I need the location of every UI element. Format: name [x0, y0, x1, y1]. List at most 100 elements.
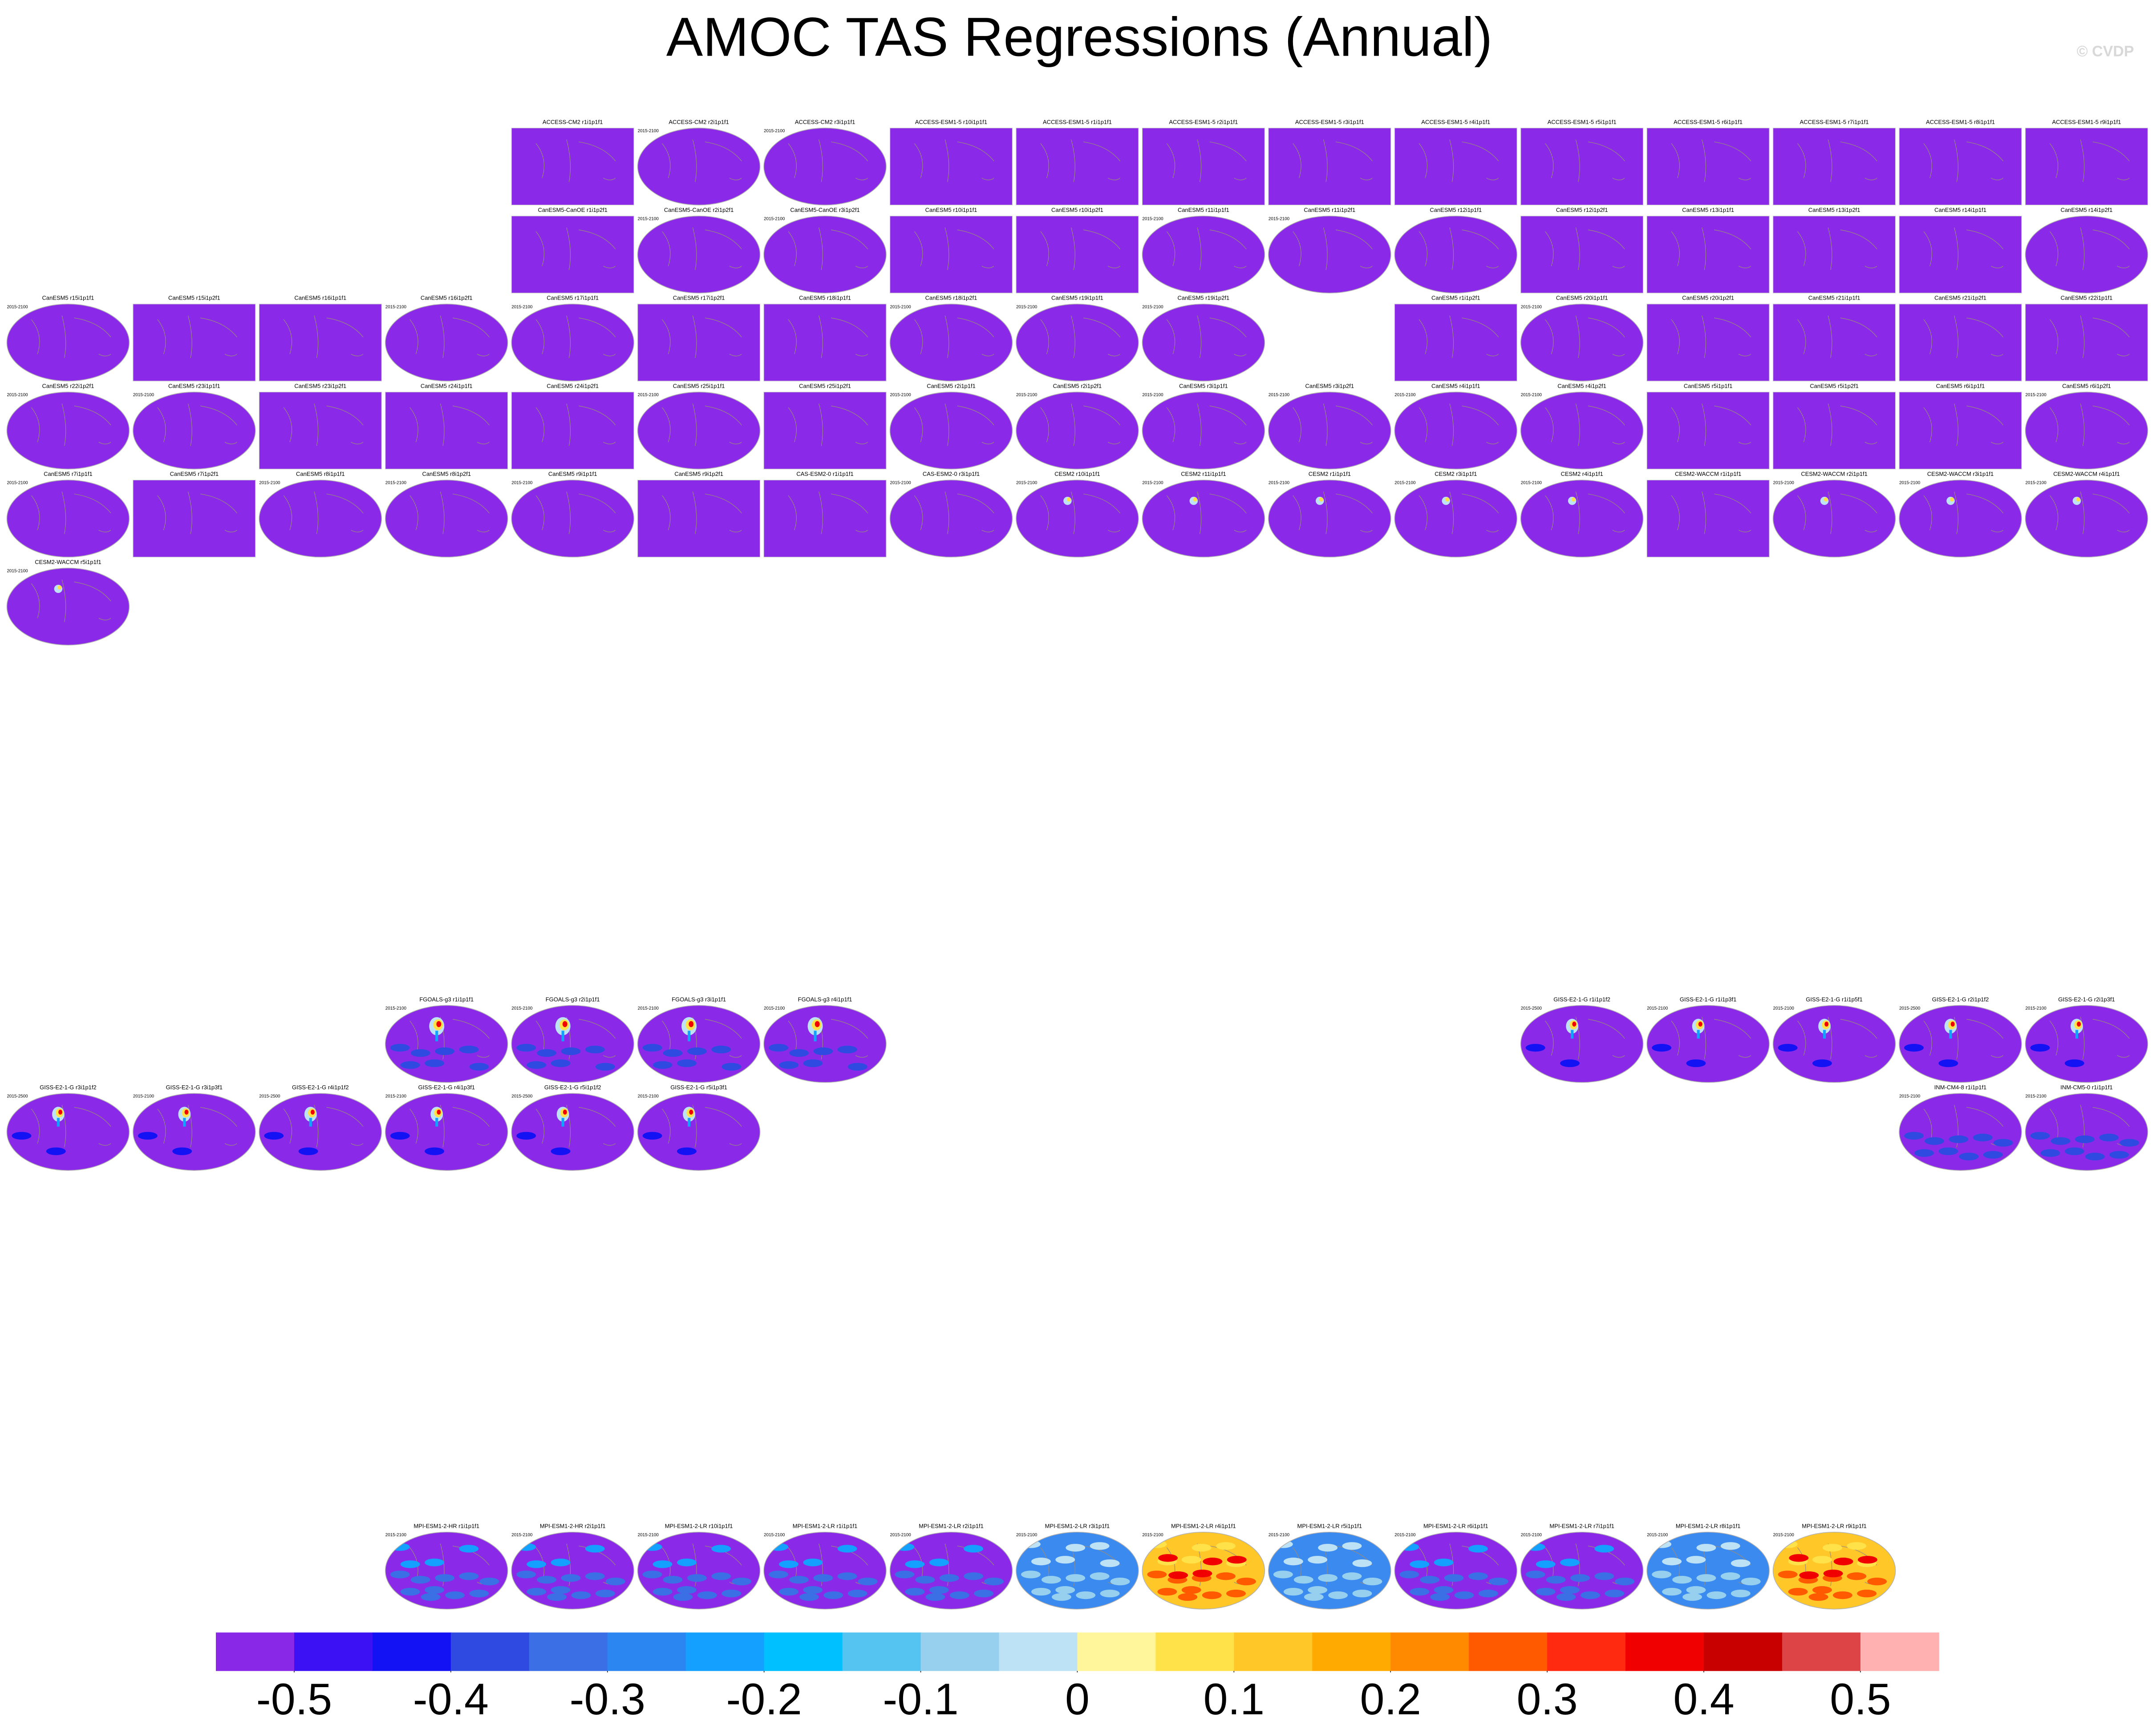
map-background	[890, 392, 1013, 469]
map-background	[133, 480, 255, 557]
map-border	[763, 1005, 887, 1083]
map-feature	[814, 1031, 817, 1042]
panel-period: 2015-2100	[1773, 481, 1795, 486]
panel-title: CanESM5 r5i1p1f1	[1684, 382, 1733, 389]
map-field	[2025, 304, 2148, 381]
map-background	[1016, 216, 1139, 293]
map-panel	[1016, 127, 1139, 206]
map-field	[1647, 1532, 1770, 1609]
map-feature	[1410, 1560, 1430, 1568]
panel-period: 2015-2100	[638, 217, 659, 222]
map-border	[1268, 215, 1391, 294]
map-field	[1394, 480, 1517, 557]
panel-title: GISS-E2-1-G r4i1p1f2	[292, 1084, 349, 1091]
map-feature	[1100, 1559, 1120, 1567]
panel-period: 2015-2100	[1268, 481, 1290, 486]
map-border	[1899, 1005, 2022, 1083]
map-feature	[769, 1044, 789, 1052]
map-border	[511, 392, 634, 470]
map-feature	[1822, 1544, 1842, 1552]
map-feature	[2109, 1151, 2129, 1159]
map-panel	[1520, 1531, 1644, 1610]
map-feature	[939, 1574, 959, 1582]
coastline	[157, 1105, 238, 1148]
map-border	[259, 1093, 382, 1171]
map-feature	[390, 1044, 410, 1052]
map-panel	[133, 391, 256, 470]
map-field	[2025, 1093, 2148, 1171]
map-feature	[687, 1047, 707, 1055]
panel-period: 2015-2500	[1521, 1006, 1542, 1011]
map-feature	[410, 1049, 430, 1057]
panel-period: 2015-2100	[1521, 481, 1542, 486]
panel-title: CanESM5 r24i1p1f1	[421, 382, 473, 389]
map-panel	[259, 1093, 382, 1171]
map-field	[1016, 1532, 1139, 1609]
panel-title: INM-CM4-8 r1i1p1f1	[1934, 1084, 1986, 1091]
panel-title: CAS-ESM2-0 r3i1p1f1	[923, 471, 980, 477]
coastline	[788, 139, 868, 182]
map-feature	[479, 1577, 499, 1586]
map-feature	[1983, 1151, 2003, 1159]
colorbar-box	[999, 1632, 1078, 1671]
coastline	[409, 491, 490, 534]
panel-title: CanESM5 r2i1p2f1	[1053, 382, 1102, 389]
map-panel	[511, 304, 634, 382]
panel-title: MPI-ESM1-2-LR r6i1p1f1	[1423, 1522, 1488, 1529]
map-field	[1773, 128, 1896, 205]
colorbar-box	[1625, 1632, 1704, 1671]
map-background	[1647, 392, 1770, 469]
map-field	[385, 1005, 508, 1083]
panel-period: 2015-2100	[1142, 1533, 1163, 1538]
map-border	[2025, 127, 2148, 206]
map-panel	[1016, 215, 1139, 293]
coastline	[788, 315, 868, 358]
map-panel	[1268, 479, 1391, 558]
map-feature	[1789, 1554, 1809, 1562]
map-feature	[1973, 1133, 1993, 1141]
map-background	[890, 480, 1013, 557]
panel-title: CESM2 r11i1p1f1	[1181, 471, 1226, 477]
map-panel	[1142, 1531, 1265, 1610]
map-feature	[1696, 1574, 1716, 1582]
panel-period: 2015-2100	[259, 481, 280, 486]
panel-period: 2015-2100	[1773, 1006, 1795, 1011]
coastline	[1923, 403, 2004, 446]
coastline	[283, 1105, 364, 1148]
colorbar-box	[1547, 1632, 1626, 1671]
map-border	[1142, 215, 1265, 294]
coastline	[1040, 491, 1121, 534]
coastline	[1418, 227, 1499, 270]
map-feature	[1808, 1593, 1828, 1601]
map-field	[1773, 480, 1896, 557]
panel-title: CanESM5 r21i1p1f1	[1808, 295, 1860, 301]
map-panel	[1773, 304, 1896, 382]
map-feature	[688, 1118, 691, 1127]
map-field	[1773, 1532, 1896, 1609]
map-background	[7, 1093, 130, 1171]
map-feature	[516, 1571, 536, 1579]
map-feature	[721, 1589, 742, 1598]
map-border	[637, 127, 761, 206]
coastline	[283, 491, 364, 534]
coastline	[1418, 491, 1499, 534]
map-border	[1142, 1531, 1265, 1610]
panel-period: 2015-2500	[259, 1094, 280, 1099]
map-feature	[1031, 1558, 1051, 1566]
map-feature	[57, 1118, 60, 1127]
map-field	[7, 568, 130, 645]
panel-title: CESM2-WACCM r5i1p1f1	[35, 559, 101, 565]
map-panel	[1520, 1005, 1644, 1083]
panel-period: 2015-2100	[1521, 393, 1542, 398]
panel-title: ACCESS-ESM1-5 r5i1p1f1	[1548, 118, 1617, 125]
map-feature	[298, 1147, 318, 1155]
map-background	[1773, 216, 1896, 293]
map-feature	[984, 1577, 1004, 1586]
map-feature	[1168, 1571, 1188, 1579]
map-panel	[637, 304, 761, 382]
panel-title: CanESM5 r15i1p1f1	[42, 295, 94, 301]
map-feature	[1950, 497, 1954, 502]
map-background	[637, 480, 760, 557]
panel-period: 2015-2500	[7, 1094, 28, 1099]
map-panel	[889, 127, 1013, 206]
